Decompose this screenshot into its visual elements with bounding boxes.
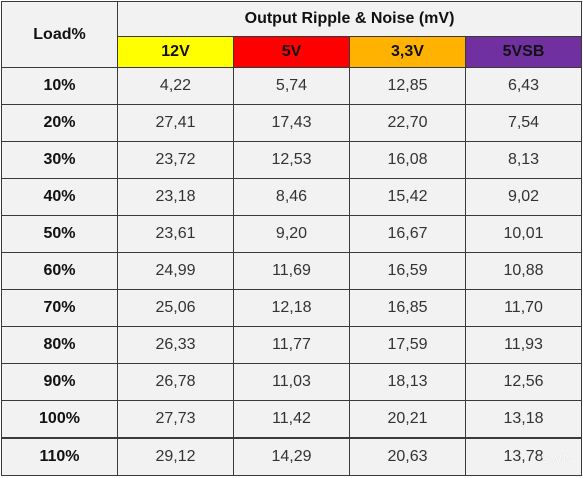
cell-3v3: 12,85 [349, 67, 466, 105]
group-header: Output Ripple & Noise (mV) [116, 1, 583, 37]
row-load-label: 20% [1, 104, 118, 142]
row-load-label: 90% [1, 363, 118, 401]
cell-12v: 23,18 [117, 178, 234, 216]
row-load-label: 50% [1, 215, 118, 253]
load-header: Load% [1, 1, 118, 68]
cell-3v3: 16,59 [349, 252, 466, 290]
cell-12v: 25,06 [117, 289, 234, 327]
table-row: 10% 4,22 5,74 12,85 6,43 [1, 67, 583, 105]
cell-3v3: 16,08 [349, 141, 466, 179]
cell-5v: 9,20 [233, 215, 350, 253]
cell-3v3: 17,59 [349, 326, 466, 364]
table-row: 90% 26,78 11,03 18,13 12,56 [1, 363, 583, 401]
cell-3v3: 16,85 [349, 289, 466, 327]
cell-5vsb: 10,88 [464, 252, 583, 290]
cell-12v: 29,12 [117, 437, 234, 476]
watermark: ...S.VN [528, 451, 573, 466]
cell-12v: 23,72 [117, 141, 234, 179]
cell-5vsb: 10,01 [464, 215, 583, 253]
cell-5v: 5,74 [233, 67, 350, 105]
cell-3v3: 16,67 [349, 215, 466, 253]
cell-12v: 24,99 [117, 252, 234, 290]
cell-5vsb: 13,78 [464, 437, 583, 476]
cell-12v: 4,22 [117, 67, 234, 105]
cell-5v: 11,77 [233, 326, 350, 364]
cell-5v: 11,03 [233, 363, 350, 401]
cell-5vsb: 11,70 [464, 289, 583, 327]
cell-5vsb: 12,56 [464, 363, 583, 401]
cell-5v: 12,18 [233, 289, 350, 327]
row-load-label: 40% [1, 178, 118, 216]
table-row: 60% 24,99 11,69 16,59 10,88 [1, 252, 583, 290]
cell-5v: 14,29 [233, 437, 350, 476]
table-body: 10% 4,22 5,74 12,85 6,43 20% 27,41 17,43… [1, 67, 583, 476]
column-header-5vsb: 5VSB [464, 36, 583, 68]
row-load-label: 80% [1, 326, 118, 364]
cell-12v: 27,41 [117, 104, 234, 142]
cell-5vsb: 9,02 [464, 178, 583, 216]
cell-12v: 26,78 [117, 363, 234, 401]
row-load-label: 10% [1, 67, 118, 105]
table-row: 40% 23,18 8,46 15,42 9,02 [1, 178, 583, 216]
table-row: 80% 26,33 11,77 17,59 11,93 [1, 326, 583, 364]
cell-5v: 11,42 [233, 400, 350, 439]
cell-5v: 17,43 [233, 104, 350, 142]
cell-5v: 12,53 [233, 141, 350, 179]
column-header-12v: 12V [117, 36, 234, 68]
cell-12v: 23,61 [117, 215, 234, 253]
row-load-label: 70% [1, 289, 118, 327]
column-header-5v: 5V [233, 36, 350, 68]
row-load-label: 100% [1, 400, 118, 439]
table-row: 30% 23,72 12,53 16,08 8,13 [1, 141, 583, 179]
table-row: 50% 23,61 9,20 16,67 10,01 [1, 215, 583, 253]
cell-5v: 11,69 [233, 252, 350, 290]
cell-5v: 8,46 [233, 178, 350, 216]
table-row: 100% 27,73 11,42 20,21 13,18 [1, 400, 583, 439]
column-header-3v3: 3,3V [349, 36, 466, 68]
row-load-label: 110% [1, 437, 118, 476]
cell-3v3: 18,13 [349, 363, 466, 401]
cell-5vsb: 7,54 [464, 104, 583, 142]
table-row: 110% 29,12 14,29 20,63 13,78 [1, 437, 583, 476]
table-row: 70% 25,06 12,18 16,85 11,70 [1, 289, 583, 327]
row-load-label: 30% [1, 141, 118, 179]
cell-3v3: 20,63 [349, 437, 466, 476]
cell-3v3: 15,42 [349, 178, 466, 216]
row-load-label: 60% [1, 252, 118, 290]
cell-5vsb: 13,18 [464, 400, 583, 439]
table-row: 20% 27,41 17,43 22,70 7,54 [1, 104, 583, 142]
cell-5vsb: 8,13 [464, 141, 583, 179]
cell-3v3: 22,70 [349, 104, 466, 142]
cell-12v: 26,33 [117, 326, 234, 364]
cell-5vsb: 6,43 [464, 67, 583, 105]
cell-12v: 27,73 [117, 400, 234, 439]
cell-5vsb: 11,93 [464, 326, 583, 364]
cell-3v3: 20,21 [349, 400, 466, 439]
